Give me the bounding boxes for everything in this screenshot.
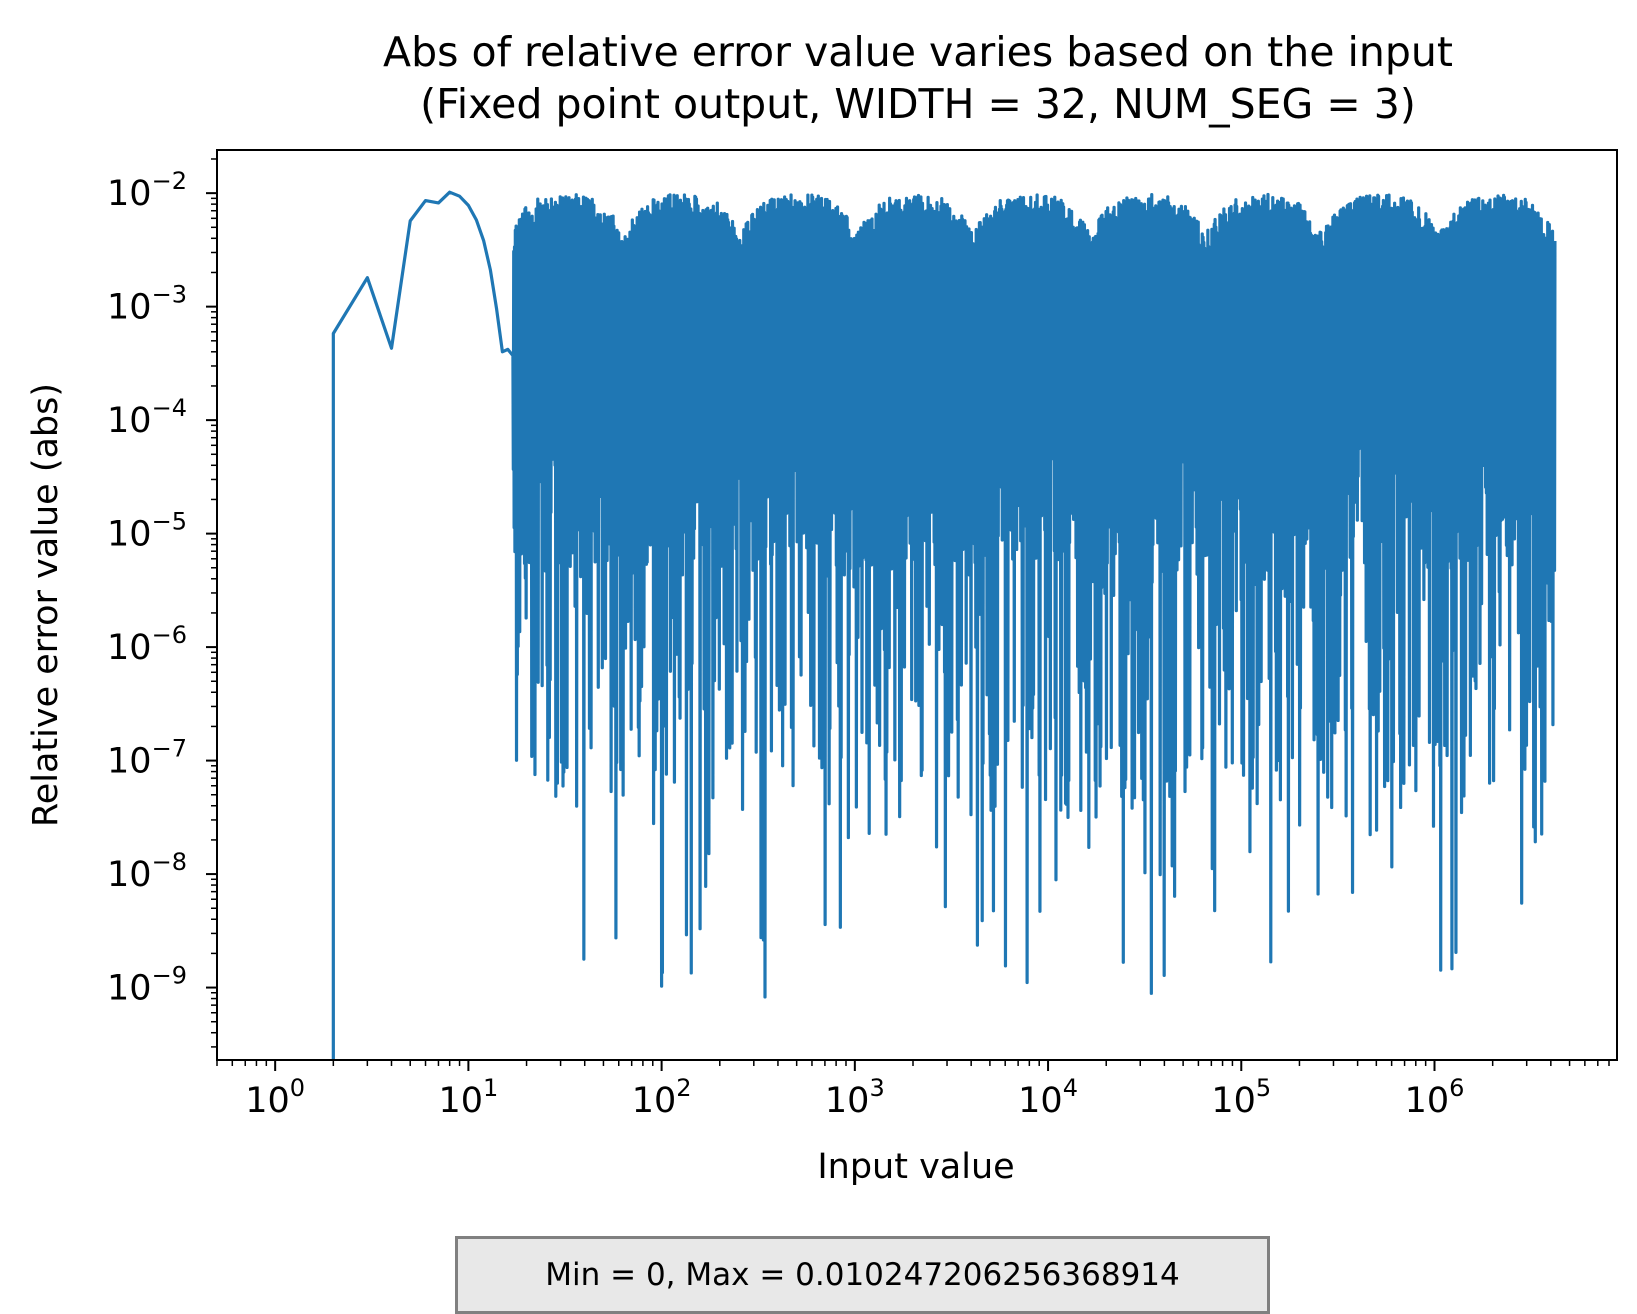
x-tick-label: 104 [1018, 1074, 1078, 1121]
x-tick-label: 101 [438, 1074, 498, 1121]
y-tick-label: 10−4 [107, 394, 187, 441]
x-tick-label: 105 [1211, 1074, 1271, 1121]
x-axis: 100 101 102 103 104 105 106 [216, 1060, 1610, 1121]
chart-title: Abs of relative error value varies based… [383, 28, 1453, 76]
series-group [331, 190, 1557, 1060]
y-axis: 10−2 10−3 10−4 10−5 10−6 10−7 10−8 10−9 [107, 158, 217, 1048]
x-tick-label: 102 [632, 1074, 692, 1121]
y-tick-label: 10−7 [107, 735, 187, 782]
plot-frame [216, 149, 1618, 1061]
x-tick-label: 100 [245, 1074, 305, 1121]
y-tick-label: 10−9 [107, 962, 187, 1009]
y-tick-label: 10−3 [107, 281, 187, 328]
y-tick-label: 10−6 [107, 621, 187, 668]
x-tick-label: 103 [825, 1074, 885, 1121]
y-axis-label: Relative error value (abs) [26, 383, 66, 827]
stats-textbox: Min = 0, Max = 0.010247206256368914 [455, 1236, 1270, 1314]
x-tick-label: 106 [1405, 1074, 1465, 1121]
x-axis-label: Input value [817, 1147, 1014, 1187]
plot-area [216, 149, 1618, 1061]
y-tick-label: 10−5 [107, 508, 187, 555]
series-line [331, 190, 1557, 1060]
chart-subtitle: (Fixed point output, WIDTH = 32, NUM_SEG… [420, 80, 1416, 128]
y-tick-label: 10−8 [107, 848, 187, 895]
y-tick-label: 10−2 [107, 167, 187, 214]
